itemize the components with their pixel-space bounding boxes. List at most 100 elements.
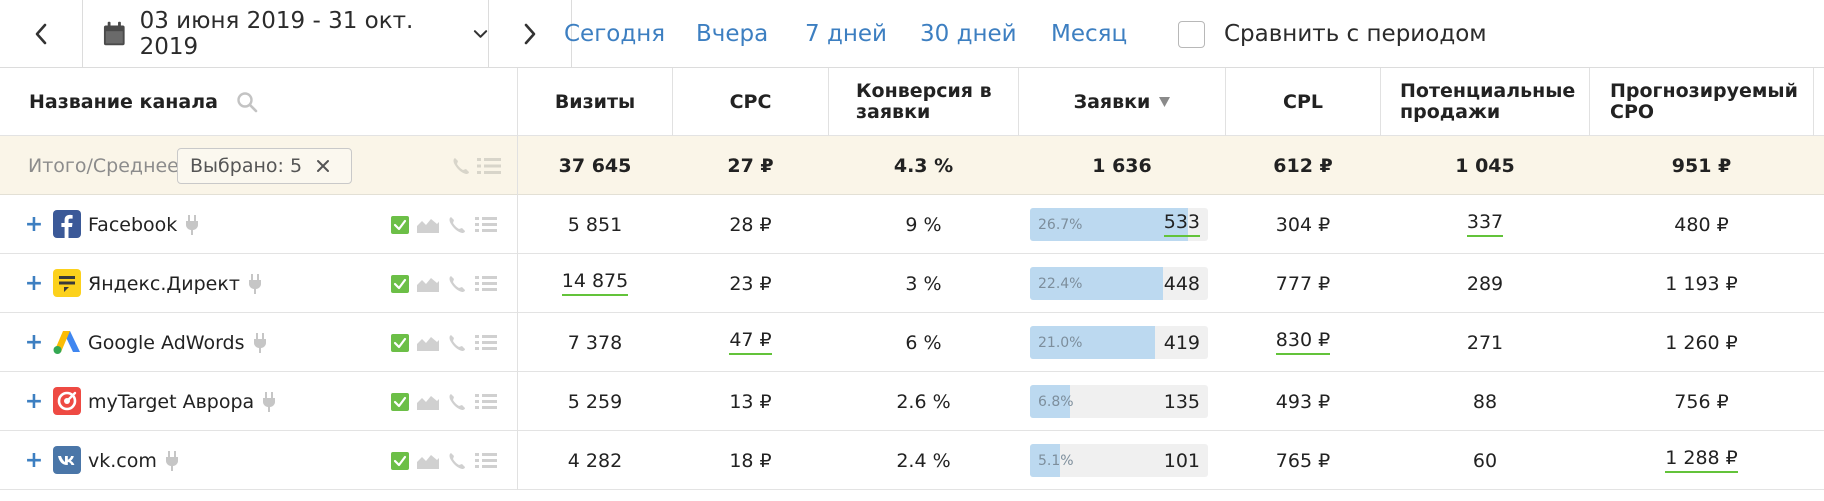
cell-cpl: 777 ₽: [1275, 272, 1331, 295]
mytarget-logo-icon: [53, 387, 81, 415]
cell-conversion: 2.6 %: [896, 390, 951, 413]
cpl-value[interactable]: 830 ₽: [1275, 329, 1331, 355]
column-header-visits[interactable]: Визиты: [554, 90, 636, 113]
expand-row-button[interactable]: +: [24, 389, 44, 414]
list-icon[interactable]: [475, 334, 497, 351]
cell-cpc: 47 ₽: [673, 313, 828, 372]
summary-cpl: 612 ₽: [1273, 154, 1333, 177]
table-row: [0, 431, 1824, 490]
channel-name[interactable]: vk.com: [88, 431, 179, 490]
channel-name[interactable]: Google AdWords: [88, 313, 267, 372]
phone-icon[interactable]: [447, 333, 467, 353]
expand-row-button[interactable]: +: [24, 448, 44, 473]
area-chart-icon[interactable]: [417, 394, 439, 410]
visits-value[interactable]: 14 875: [561, 270, 629, 296]
period-month-link[interactable]: Месяц: [1051, 21, 1128, 47]
cell-visits: 5 259: [567, 390, 623, 413]
area-chart-icon[interactable]: [417, 335, 439, 351]
row-checkbox[interactable]: [391, 392, 409, 411]
period-7-days-link[interactable]: 7 дней: [805, 21, 887, 47]
column-header-conversion[interactable]: Конверсия в заявки: [856, 80, 992, 123]
leads-value: 448: [1163, 272, 1200, 295]
period-yesterday-link[interactable]: Вчера: [696, 21, 769, 47]
column-header-leads[interactable]: Заявки: [1019, 68, 1225, 136]
cell-cpc: 13 ₽: [729, 390, 772, 413]
row-checkbox[interactable]: [391, 274, 409, 293]
column-divider: [672, 68, 673, 136]
period-30-days-link[interactable]: 30 дней: [920, 21, 1017, 47]
phone-icon[interactable]: [447, 392, 467, 412]
prev-period-button[interactable]: [0, 0, 83, 68]
leads-bar[interactable]: 5.1% 101: [1030, 444, 1208, 477]
selected-filter-chip[interactable]: Выбрано: 5: [177, 148, 352, 184]
cell-cpl: 493 ₽: [1275, 390, 1331, 413]
expand-row-button[interactable]: +: [24, 330, 44, 355]
area-chart-icon[interactable]: [417, 217, 439, 233]
forecast-cpo-value[interactable]: 1 288 ₽: [1665, 447, 1738, 473]
cpc-value[interactable]: 47 ₽: [729, 329, 772, 355]
leads-share-label: 26.7%: [1038, 216, 1083, 233]
leads-share-label: 5.1%: [1038, 452, 1074, 469]
cell-visits: 14 875: [518, 254, 672, 313]
area-chart-icon[interactable]: [417, 453, 439, 469]
leads-bar-fill: [1030, 267, 1163, 300]
leads-bar[interactable]: 26.7% 533: [1030, 208, 1208, 241]
summary-label: Итого/Среднее: [28, 154, 179, 177]
chevron-right-icon: [524, 23, 536, 45]
potential-sales-value[interactable]: 337: [1466, 211, 1504, 237]
row-checkbox[interactable]: [391, 333, 409, 352]
list-icon[interactable]: [475, 393, 497, 410]
compare-period-label[interactable]: Сравнить с периодом: [1224, 21, 1487, 47]
row-checkbox[interactable]: [391, 451, 409, 470]
area-chart-icon[interactable]: [417, 276, 439, 292]
phone-icon[interactable]: [447, 215, 467, 235]
cell-forecast-cpo: 1 288 ₽: [1590, 431, 1813, 490]
cell-forecast-cpo: 1 260 ₽: [1665, 331, 1738, 354]
toolbar: [0, 0, 1824, 68]
expand-row-button[interactable]: +: [24, 212, 44, 237]
leads-bar[interactable]: 6.8% 135: [1030, 385, 1208, 418]
summary-actions: [451, 155, 501, 177]
cell-cpc: 18 ₽: [729, 449, 772, 472]
search-icon[interactable]: [236, 91, 258, 113]
leads-bar[interactable]: 22.4% 448: [1030, 267, 1208, 300]
channel-name[interactable]: myTarget Аврора: [88, 372, 276, 431]
date-range-text: 03 июня 2019 - 31 окт. 2019: [139, 8, 414, 60]
leads-share-label: 6.8%: [1038, 393, 1074, 410]
channel-name[interactable]: Яндекс.Директ: [88, 254, 262, 313]
leads-value: 533: [1163, 211, 1200, 237]
yandex-direct-logo-icon: [53, 269, 81, 297]
list-icon[interactable]: [475, 275, 497, 292]
cell-visits: 7 378: [567, 331, 623, 354]
plug-icon: [165, 450, 179, 471]
summary-visits: 37 645: [558, 154, 632, 177]
cell-conversion: 3 %: [905, 272, 942, 295]
row-actions: [391, 431, 505, 490]
phone-icon[interactable]: [447, 451, 467, 471]
period-today-link[interactable]: Сегодня: [564, 21, 666, 47]
cell-conversion: 6 %: [905, 331, 942, 354]
leads-bar[interactable]: 21.0% 419: [1030, 326, 1208, 359]
column-divider: [1380, 68, 1381, 136]
cell-visits: 5 851: [567, 213, 623, 236]
cell-visits: 4 282: [567, 449, 623, 472]
close-icon[interactable]: [316, 159, 330, 173]
column-header-potential-sales[interactable]: Потенциальные продажи: [1400, 80, 1576, 123]
list-icon[interactable]: [475, 452, 497, 469]
row-actions: [391, 195, 505, 254]
list-icon[interactable]: [475, 216, 497, 233]
column-header-cpl[interactable]: CPL: [1283, 90, 1323, 113]
next-period-button[interactable]: [489, 0, 572, 68]
table-row: [0, 313, 1824, 372]
channel-name[interactable]: Facebook: [88, 195, 199, 254]
phone-icon[interactable]: [447, 274, 467, 294]
row-checkbox[interactable]: [391, 215, 409, 234]
compare-period-checkbox[interactable]: [1178, 21, 1205, 48]
column-header-leads-label: Заявки: [1073, 90, 1151, 113]
expand-row-button[interactable]: +: [24, 271, 44, 296]
column-divider: [1018, 68, 1019, 136]
date-range-picker[interactable]: 03 июня 2019 - 31 окт. 2019: [83, 0, 489, 68]
column-header-channel[interactable]: Название канала: [29, 68, 509, 136]
column-header-forecast-cpo[interactable]: Прогнозируемый CPO: [1610, 80, 1798, 123]
column-header-cpc[interactable]: CPC: [729, 90, 772, 113]
